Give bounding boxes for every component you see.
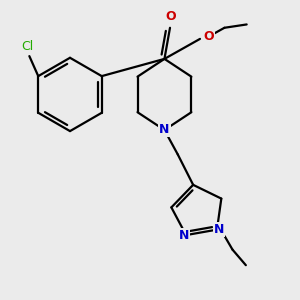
- Text: O: O: [166, 10, 176, 23]
- Text: O: O: [204, 30, 214, 43]
- Text: N: N: [159, 124, 170, 136]
- Text: N: N: [214, 223, 224, 236]
- Text: Cl: Cl: [21, 40, 33, 52]
- Text: N: N: [179, 229, 189, 242]
